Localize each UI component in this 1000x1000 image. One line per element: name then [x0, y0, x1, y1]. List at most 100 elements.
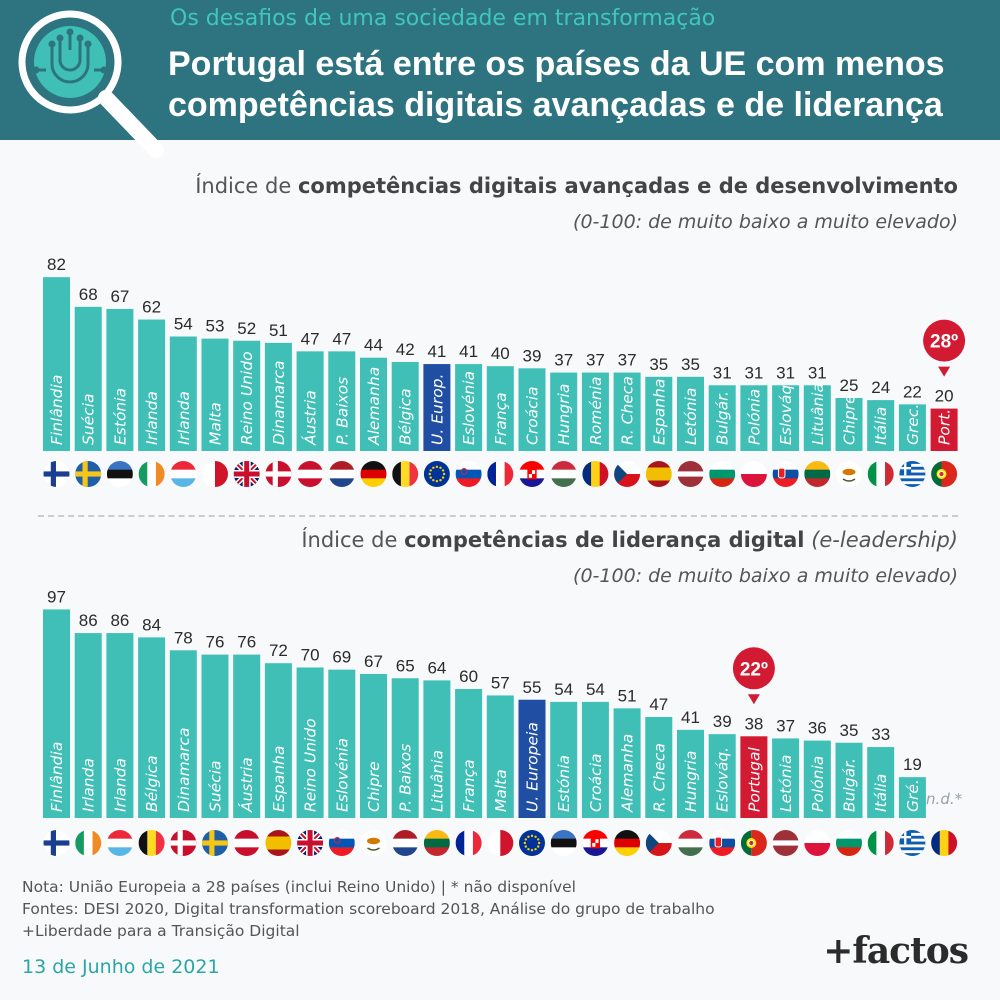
adv-bar-24	[803, 385, 831, 451]
lead-category-label-0: Finlândia	[48, 742, 66, 812]
chart-subtitle: (0-100: de muito baixo a muito elevado)	[573, 565, 958, 587]
adv-flag-gb-icon	[233, 461, 260, 487]
lead-flag-it-icon	[867, 830, 894, 856]
adv-category-label-4: Irlanda	[175, 391, 193, 445]
adv-value-label-22: 31	[744, 363, 763, 382]
lead-bar-15	[518, 699, 546, 818]
lead-value-label-4: 78	[174, 628, 193, 647]
lead-flag-gb-icon	[297, 830, 324, 856]
lead-flag-hr-icon	[582, 830, 609, 856]
adv-bar-20	[677, 376, 704, 451]
adv-category-label-3: Irlanda	[143, 391, 161, 445]
header-banner: Os desafios de uma sociedade em transfor…	[0, 0, 1000, 158]
adv-value-label-11: 42	[396, 340, 415, 359]
adv-rank-badge	[923, 319, 966, 362]
lead-na-label: n.d.*	[926, 790, 963, 808]
lead-bar-4	[169, 650, 197, 818]
adv-rank-label: 28º	[930, 332, 958, 353]
lead-value-label-20: 41	[681, 708, 700, 727]
lead-value-label-5: 76	[206, 633, 225, 652]
adv-category-label-20: Letónia	[682, 388, 700, 445]
chart-title-prefix: Índice de	[301, 528, 405, 552]
adv-flag-cz-icon	[614, 461, 641, 487]
adv-value-label-3: 62	[142, 298, 161, 317]
lead-category-label-19: R. Checa	[650, 743, 668, 812]
adv-flag-dk-icon	[265, 461, 292, 487]
adv-category-label-22: Polónia	[745, 389, 763, 445]
lead-value-label-3: 84	[142, 615, 161, 634]
adv-category-label-11: Bélgica	[397, 388, 415, 445]
adv-value-label-14: 40	[491, 344, 510, 363]
lead-value-label-13: 60	[459, 667, 478, 686]
adv-bar-22	[740, 385, 768, 451]
adv-flag-cy-icon	[836, 461, 862, 487]
adv-flag-pl-icon	[740, 461, 767, 487]
chart-title: Índice de competências de liderança digi…	[301, 528, 958, 552]
lead-flag-lt-icon	[423, 830, 450, 856]
chart-title-suffix: (e-leadership)	[804, 528, 958, 552]
lead-bar-20	[677, 729, 704, 818]
adv-flag-sk-icon	[772, 461, 799, 487]
adv-flag-ro-icon	[582, 461, 609, 487]
adv-flag-nl-icon	[328, 461, 355, 487]
lead-category-label-20: Hungria	[682, 751, 700, 812]
adv-flag-lu-icon	[170, 461, 197, 487]
adv-bar-0	[43, 277, 70, 451]
adv-value-label-24: 31	[808, 363, 827, 382]
lead-category-label-11: P. Baixos	[397, 744, 415, 812]
adv-category-label-17: Roménia	[587, 376, 605, 445]
adv-flag-eu-icon	[423, 461, 450, 487]
lead-category-label-8: Reino Unido	[302, 718, 320, 812]
adv-value-label-21: 31	[713, 363, 732, 382]
lead-value-label-1: 86	[79, 611, 98, 630]
adv-category-label-21: Bulgár.	[714, 391, 732, 445]
adv-bar-16	[550, 372, 578, 451]
lead-flag-se-icon	[202, 830, 228, 856]
lead-value-label-25: 35	[840, 721, 859, 740]
lead-category-label-2: Irlanda	[111, 758, 129, 812]
lead-category-label-26: Itália	[872, 774, 890, 812]
publish-date: 13 de Junho de 2021	[22, 956, 220, 978]
adv-bar-3	[138, 319, 166, 451]
adv-category-label-12: U. Europ.	[428, 374, 446, 445]
adv-flag-mt-icon	[202, 461, 228, 487]
lead-value-label-15: 55	[523, 678, 542, 697]
adv-flag-hr-icon	[519, 461, 545, 487]
adv-value-label-19: 35	[649, 355, 668, 374]
lead-bar-11	[391, 678, 419, 818]
lead-category-label-22: Portugal	[745, 747, 763, 812]
lead-bar-17	[581, 701, 609, 818]
adv-bar-27	[898, 404, 926, 451]
lead-category-label-21: Eslováq.	[714, 747, 732, 812]
lead-flag-gr-icon	[899, 830, 926, 856]
adv-flag-lv-icon	[677, 461, 704, 487]
adv-flag-lt-icon	[804, 461, 831, 487]
lead-flag-eu-icon	[519, 830, 545, 856]
adv-category-label-9: P. Baixos	[333, 377, 351, 445]
lead-bar-9	[328, 669, 356, 818]
lead-bar-14	[486, 695, 514, 818]
adv-flag-pt-icon	[931, 461, 958, 487]
lead-flag-pt-icon	[740, 830, 767, 856]
adv-category-label-0: Finlândia	[48, 375, 66, 445]
lead-bar-10	[360, 673, 387, 818]
adv-category-label-15: Croácia	[524, 386, 542, 445]
lead-flag-ee-icon	[550, 830, 577, 856]
adv-flag-de-icon	[360, 461, 387, 487]
adv-value-label-13: 41	[459, 342, 478, 361]
lead-value-label-21: 39	[713, 712, 732, 731]
adv-category-label-5: Malta	[207, 402, 225, 445]
lead-value-label-8: 70	[301, 646, 320, 665]
adv-flag-fi-icon	[43, 461, 70, 487]
adv-bar-26	[867, 400, 895, 451]
chart-digital-leadership: Índice de competências de liderança digi…	[0, 520, 1000, 865]
lead-flag-at-icon	[233, 830, 260, 856]
adv-value-label-4: 54	[174, 315, 193, 334]
adv-bar-1	[74, 306, 102, 451]
lead-category-label-18: Alemanha	[619, 734, 637, 813]
adv-bar-9	[328, 351, 356, 451]
adv-value-label-17: 37	[586, 351, 605, 370]
lead-flag-es-icon	[265, 830, 292, 856]
lead-flag-mt-icon	[487, 830, 514, 856]
lead-value-label-10: 67	[364, 652, 383, 671]
